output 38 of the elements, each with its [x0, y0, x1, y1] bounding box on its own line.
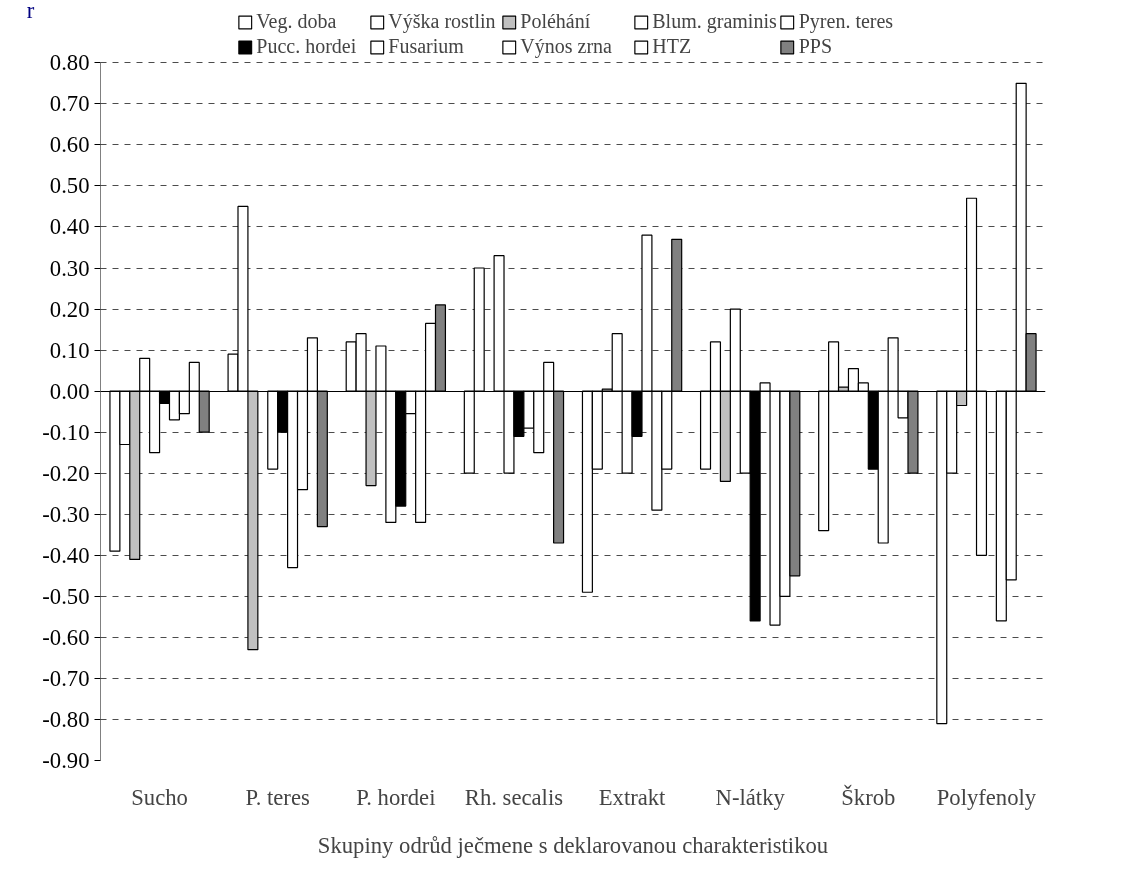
x-tick-label: Extrakt — [598, 784, 667, 810]
x-tick-label: P. teres — [245, 784, 310, 810]
x-tick-label: Rh. secalis — [464, 784, 564, 810]
legend-label: Pyren. teres — [798, 10, 895, 33]
y-tick-label: 0.70 — [49, 91, 90, 117]
legend-label: Blum. graminis — [652, 10, 777, 33]
legend-label: Poléhání — [520, 10, 592, 33]
y-tick-label: 0.30 — [49, 255, 90, 281]
y-tick-label: -0.10 — [42, 419, 90, 445]
x-tick-label: P. hordei — [356, 784, 436, 810]
y-axis-title: r — [26, 0, 35, 23]
legend-label: Výnos zrna — [520, 35, 613, 58]
y-tick-label: 0.50 — [49, 173, 90, 199]
legend-label: HTZ — [652, 35, 693, 58]
legend-label: Fusarium — [388, 35, 465, 58]
y-tick-label: -0.80 — [42, 706, 90, 732]
x-tick-label: N-látky — [715, 784, 786, 810]
legend-label: Pucc. hordei — [256, 35, 358, 58]
y-tick-label: 0.20 — [49, 296, 90, 322]
y-tick-label: -0.20 — [42, 460, 90, 486]
y-tick-label: -0.90 — [42, 748, 90, 773]
y-tick-label: -0.30 — [42, 501, 90, 527]
x-axis-title: Skupiny odrůd ječmene s deklarovanou charakteristikou — [317, 832, 829, 858]
x-tick-label: Sucho — [131, 784, 188, 810]
y-tick-label: 0.00 — [49, 378, 90, 404]
y-tick-label: 0.10 — [49, 337, 90, 363]
y-tick-label: 0.60 — [49, 132, 90, 158]
x-tick-label: Polyfenoly — [936, 784, 1037, 810]
y-tick-label: -0.50 — [42, 583, 90, 609]
legend-label: Výška rostlin — [388, 10, 497, 33]
y-tick-label: 0.80 — [49, 50, 90, 76]
y-tick-label: -0.70 — [42, 665, 90, 691]
y-tick-label: 0.40 — [49, 214, 90, 240]
legend-label: Veg. doba — [256, 10, 338, 33]
legend-label: PPS — [798, 35, 834, 58]
y-tick-label: -0.60 — [42, 624, 90, 650]
y-tick-label: -0.40 — [42, 542, 90, 568]
x-tick-label: Škrob — [841, 783, 896, 810]
